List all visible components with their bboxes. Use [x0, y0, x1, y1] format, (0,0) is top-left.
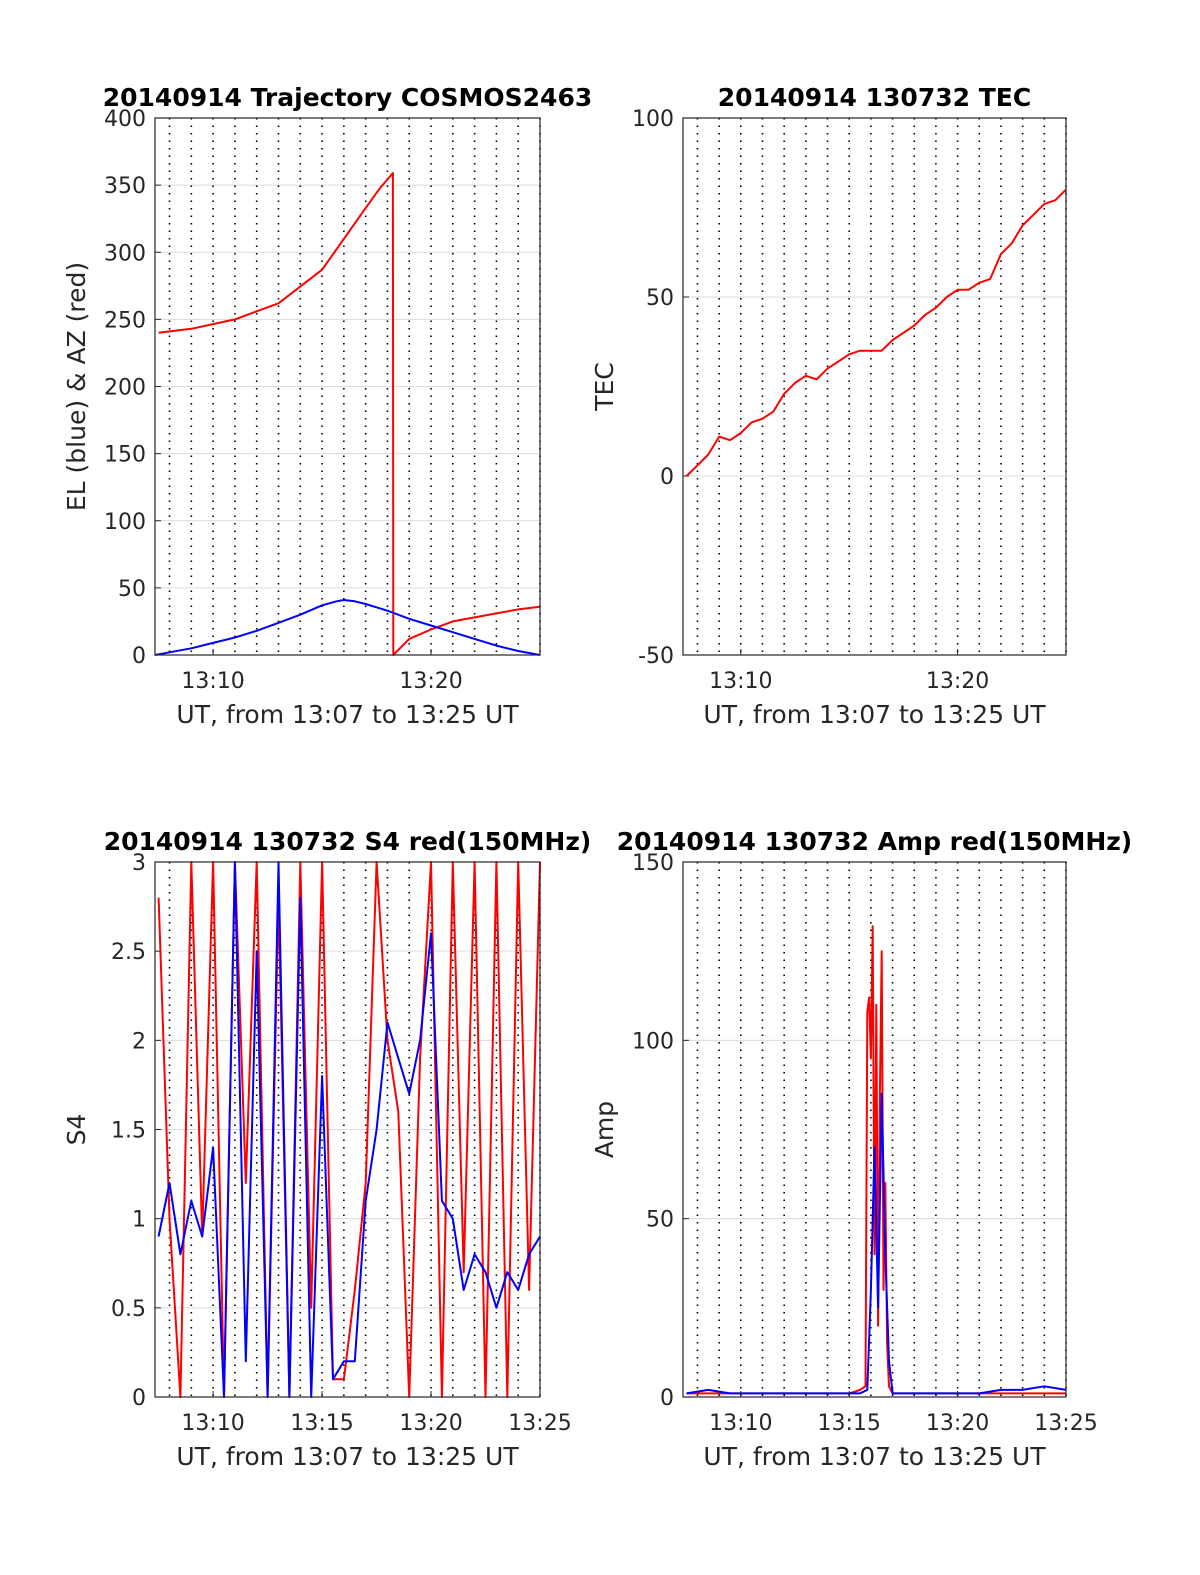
x-tick-label: 13:10	[181, 1411, 244, 1436]
x-axis-label: UT, from 13:07 to 13:25 UT	[176, 1442, 519, 1471]
y-axis-label: Amp	[590, 1101, 619, 1158]
x-axis-label: UT, from 13:07 to 13:25 UT	[703, 700, 1046, 729]
y-axis-label: TEC	[590, 362, 619, 412]
y-tick-label: 100	[632, 107, 674, 132]
x-tick-label: 13:15	[290, 1411, 353, 1436]
x-tick-label: 13:20	[926, 1411, 989, 1436]
y-tick-label: 100	[632, 1029, 674, 1054]
x-tick-label: 13:25	[1034, 1411, 1097, 1436]
y-tick-label: 0	[132, 644, 146, 669]
chart-panel-4: 0 50 100 150 13:10 13:15 13:20 13:25 20140914 13…	[590, 827, 1132, 1471]
chart-title: 20140914 130732 Amp red(150MHz)	[617, 827, 1133, 856]
chart-panel-1: 0 50 100 150 200 250 300 350 400 13:10 13:20 201409…	[62, 83, 592, 729]
x-tick-label: 13:20	[399, 1411, 462, 1436]
y-tick-label: 1	[132, 1208, 146, 1233]
x-tick-label: 13:25	[508, 1411, 571, 1436]
axes-box	[154, 117, 541, 656]
y-tick-label: 50	[646, 286, 674, 311]
x-tick-label: 13:15	[818, 1411, 881, 1436]
axes-box	[682, 117, 1067, 656]
y-tick-label: 200	[104, 376, 146, 401]
red-series-line	[158, 172, 541, 656]
chart-panel-3: 0 0.5 1 1.5 2 2.5 3 13:10 13:15 13:20 13:25 2014091…	[62, 827, 591, 1471]
blue-series-line	[157, 861, 541, 1398]
blue-series-line	[686, 1092, 1067, 1395]
y-tick-label: 2	[132, 1029, 146, 1054]
chart-title: 20140914 Trajectory COSMOS2463	[103, 83, 593, 112]
y-tick-label: 150	[632, 851, 674, 876]
y-tick-label: 300	[104, 241, 146, 266]
y-tick-label: 2.5	[111, 940, 146, 965]
y-tick-label: 50	[118, 577, 146, 602]
x-axis-label: UT, from 13:07 to 13:25 UT	[176, 700, 519, 729]
y-tick-label: -50	[638, 644, 674, 669]
red-series-line	[157, 861, 541, 1398]
y-tick-label: 1.5	[111, 1119, 146, 1144]
chart-title: 20140914 130732 S4 red(150MHz)	[104, 827, 592, 856]
y-tick-label: 0	[132, 1386, 146, 1411]
y-tick-label: 3	[132, 851, 146, 876]
y-tick-label: 150	[104, 443, 146, 468]
x-tick-label: 13:10	[709, 669, 772, 694]
red-series-line	[685, 188, 1067, 477]
y-tick-label: 400	[104, 107, 146, 132]
y-tick-label: 0	[660, 1386, 674, 1411]
red-series-line	[686, 925, 1066, 1395]
chart-panel-2: -50 0 50 100 13:10 13:20 20140914 130732 TEC UT…	[590, 83, 1067, 729]
y-tick-label: 0.5	[111, 1297, 146, 1322]
y-tick-label: 50	[646, 1208, 674, 1233]
x-axis-label: UT, from 13:07 to 13:25 UT	[703, 1442, 1046, 1471]
y-tick-label: 0	[660, 465, 674, 490]
axes-box	[682, 861, 1067, 1398]
axes-box	[154, 861, 541, 1398]
y-tick-label: 350	[104, 174, 146, 199]
y-tick-label: 250	[104, 308, 146, 333]
x-tick-label: 13:20	[399, 669, 462, 694]
x-tick-label: 13:10	[181, 669, 244, 694]
y-axis-label: S4	[62, 1114, 91, 1146]
blue-series-line	[154, 599, 541, 656]
chart-title: 20140914 130732 TEC	[718, 83, 1031, 112]
y-axis-label: EL (blue) & AZ (red)	[62, 262, 91, 511]
y-tick-label: 100	[104, 510, 146, 535]
x-tick-label: 13:10	[709, 1411, 772, 1436]
x-tick-label: 13:20	[926, 669, 989, 694]
